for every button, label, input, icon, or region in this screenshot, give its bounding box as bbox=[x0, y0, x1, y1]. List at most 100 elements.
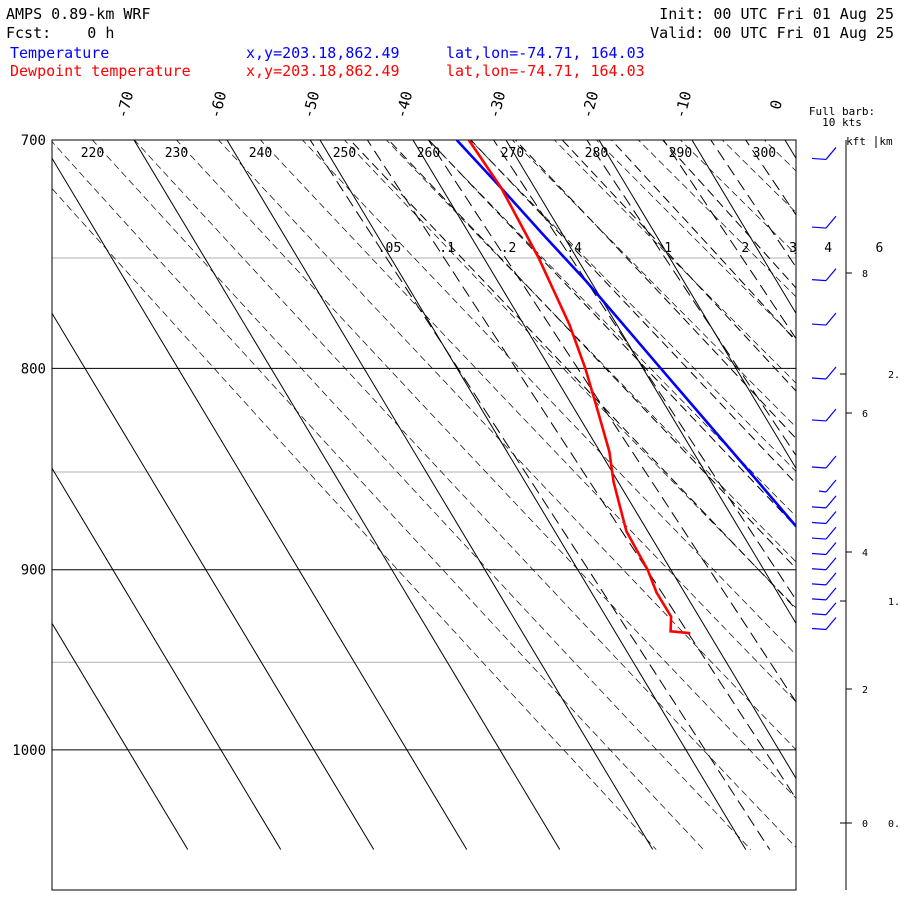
dry-adiabat bbox=[469, 140, 796, 472]
temperature-line bbox=[455, 140, 796, 529]
legend-dewpoint-latlon: lat,lon=-74.71, 164.03 bbox=[446, 62, 645, 80]
theta-tick-label: 290 bbox=[669, 146, 692, 161]
moist-adiabat bbox=[349, 140, 796, 610]
temperature-tick-label: 0 bbox=[766, 98, 786, 111]
mixing-ratio-line bbox=[366, 140, 796, 800]
theta-tick-label: 300 bbox=[753, 146, 776, 161]
dry-adiabat bbox=[134, 140, 796, 848]
wind-barb-flag bbox=[811, 521, 827, 525]
moist-adiabat bbox=[610, 140, 796, 342]
wind-barb-flag bbox=[811, 583, 827, 586]
isotherm bbox=[52, 157, 468, 850]
mixing-ratio-line bbox=[745, 140, 796, 216]
dry-adiabat bbox=[92, 140, 752, 850]
legend-dewpoint-label: Dewpoint temperature bbox=[10, 62, 191, 80]
wind-barb-staff bbox=[825, 617, 837, 630]
wind-barb-flag bbox=[811, 506, 827, 509]
wind-barbs bbox=[811, 147, 837, 631]
moist-adiabat bbox=[561, 140, 796, 392]
forecast-value: 0 h bbox=[87, 24, 115, 42]
barb-note-line1: Full barb: bbox=[809, 105, 875, 118]
init-time: Init: 00 UTC Fri 01 Aug 25 bbox=[659, 5, 894, 23]
mixing-ratio-line bbox=[493, 140, 796, 601]
isotherm bbox=[133, 140, 561, 850]
mixing-ratio-label: 2 bbox=[741, 241, 749, 256]
isotherm bbox=[52, 467, 282, 850]
wind-barb-staff bbox=[825, 511, 837, 524]
isotherm bbox=[52, 312, 375, 850]
pressure-tick-label: 800 bbox=[21, 361, 46, 377]
dry-adiabat bbox=[797, 90, 900, 849]
valid-time: Valid: 00 UTC Fri 01 Aug 25 bbox=[650, 24, 894, 42]
kft-tick-label: 0 bbox=[862, 819, 868, 830]
dry-adiabat bbox=[595, 140, 796, 341]
wind-barb-flag bbox=[818, 490, 827, 493]
theta-tick-label: 270 bbox=[501, 146, 524, 161]
wind-barb-staff bbox=[825, 557, 837, 571]
isotherm bbox=[691, 140, 796, 315]
wind-barb-staff bbox=[825, 366, 837, 380]
wind-barb-staff bbox=[825, 495, 837, 509]
theta-tick-label: 240 bbox=[249, 146, 272, 161]
moist-adiabat bbox=[428, 140, 796, 528]
pressure-tick-label: 700 bbox=[21, 133, 46, 149]
wind-barb-staff bbox=[825, 526, 837, 540]
wind-barb-staff bbox=[825, 215, 837, 229]
temperature-tick-label: -40 bbox=[392, 89, 416, 120]
wind-barb-staff bbox=[825, 479, 837, 493]
km-tick-label: 2. bbox=[888, 370, 900, 381]
legend-temperature-label: Temperature bbox=[10, 44, 110, 62]
mixing-ratio-label: 4 bbox=[824, 241, 832, 256]
wind-barb-staff bbox=[825, 455, 837, 469]
dry-adiabat bbox=[176, 140, 796, 799]
wind-barb-staff bbox=[825, 312, 837, 326]
kft-tick-label: 6 bbox=[862, 409, 868, 420]
dry-adiabat bbox=[756, 90, 900, 849]
wind-barb-flag bbox=[811, 466, 827, 469]
wind-barb-staff bbox=[825, 602, 837, 616]
pressure-tick-label: 1000 bbox=[12, 743, 46, 759]
plot-frame bbox=[51, 139, 797, 891]
theta-tick-label: 220 bbox=[81, 146, 104, 161]
dry-adiabat bbox=[511, 140, 796, 428]
wind-barb-flag bbox=[811, 598, 827, 601]
km-tick-label: 1. bbox=[888, 597, 900, 608]
mixing-ratio-label: 1 bbox=[664, 241, 672, 256]
wind-barb-staff bbox=[825, 408, 837, 422]
wind-barb-staff bbox=[825, 587, 837, 601]
wind-barb-flag bbox=[811, 323, 827, 326]
isotherm bbox=[226, 140, 654, 850]
dry-adiabat bbox=[52, 188, 657, 850]
isotherm bbox=[319, 140, 747, 850]
wind-barb-flag bbox=[811, 627, 827, 631]
mixing-ratio-line bbox=[586, 140, 796, 457]
mixing-ratio-label: .2 bbox=[501, 241, 517, 256]
forecast-hour: Fcst: 0 h bbox=[6, 24, 114, 42]
theta-tick-label: 230 bbox=[165, 146, 188, 161]
theta-tick-label: 280 bbox=[585, 146, 608, 161]
isotherm bbox=[52, 622, 189, 850]
isotherm bbox=[784, 140, 796, 160]
wind-barb-flag bbox=[811, 157, 827, 161]
temperature-tick-label: -30 bbox=[485, 89, 509, 120]
wind-barb-staff bbox=[825, 268, 837, 282]
dry-adiabat bbox=[385, 140, 796, 563]
dry-adiabat bbox=[344, 140, 796, 609]
dry-adiabat bbox=[881, 90, 900, 849]
dry-adiabat bbox=[679, 140, 796, 255]
mixing-ratio-line bbox=[309, 140, 771, 850]
moist-adiabat bbox=[387, 140, 796, 570]
temperature-tick-label: -60 bbox=[206, 89, 230, 120]
theta-tick-label: 250 bbox=[333, 146, 356, 161]
dry-adiabat bbox=[553, 140, 796, 384]
mixing-ratio-label: .1 bbox=[439, 241, 455, 256]
mixing-ratio-line bbox=[710, 140, 796, 268]
dry-adiabat bbox=[302, 140, 796, 656]
wind-barb-flag bbox=[811, 279, 827, 282]
kft-tick-label: 8 bbox=[862, 269, 868, 280]
forecast-label: Fcst: bbox=[6, 24, 52, 42]
moist-adiabat bbox=[470, 140, 796, 485]
moist-adiabat bbox=[662, 140, 796, 289]
temperature-tick-label: -10 bbox=[671, 89, 695, 120]
